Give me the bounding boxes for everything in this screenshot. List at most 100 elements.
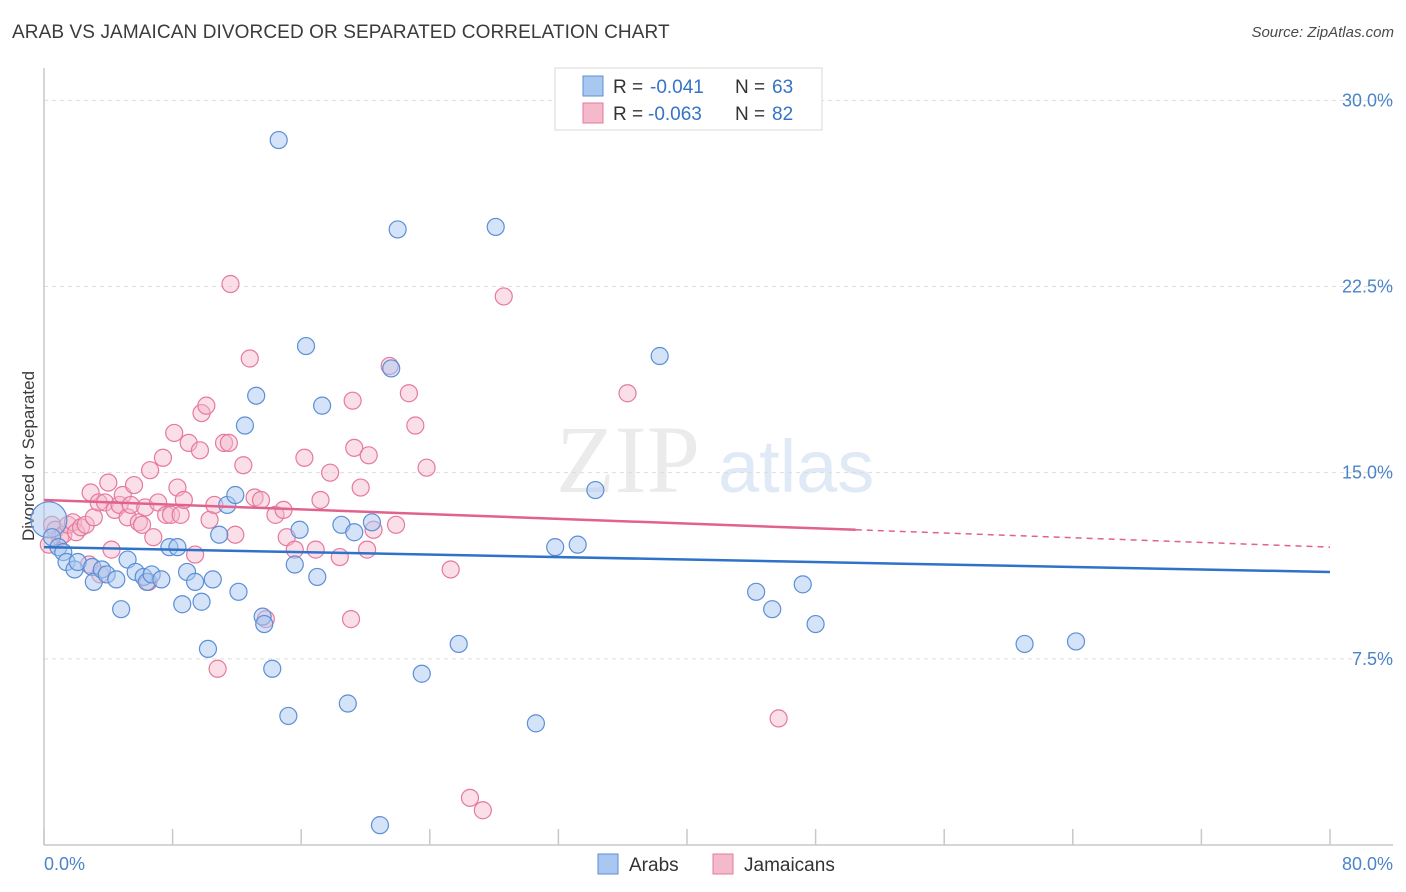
data-point-jamaicans [441,560,460,579]
data-point-jamaicans [67,523,86,542]
data-point-arabs [568,535,587,554]
data-point-arabs [526,714,545,733]
data-point-arabs [152,570,171,589]
legend-top: R = -0.041 N = 63 R = -0.063 N = 82 [554,67,823,131]
data-point-arabs [285,555,304,574]
data-point-jamaicans [71,518,91,537]
data-point-jamaicans [121,495,140,515]
data-point-jamaicans [386,515,406,534]
data-point-arabs [650,346,669,366]
data-point-jamaicans [343,391,362,410]
data-point-jamaicans [124,475,144,495]
legend-arabs-n-label: N = [735,77,765,98]
data-point-arabs [247,386,266,405]
data-point-arabs [186,572,205,591]
data-point-arabs [763,600,782,619]
data-point-arabs [345,523,364,542]
data-point-jamaicans [190,441,210,460]
data-point-jamaicans [460,788,480,807]
legend-jamaicans-n-value: 82 [772,104,793,125]
data-point-arabs [806,614,825,634]
data-point-jamaicans [321,463,340,482]
data-point-jamaicans [295,448,314,467]
data-point-jamaicans [494,287,513,306]
data-point-jamaicans [769,709,788,728]
data-point-jamaicans [221,274,240,294]
trendlines [43,498,1331,574]
data-point-jamaicans [341,610,361,629]
data-point-jamaicans [171,505,190,524]
data-point-arabs [255,614,274,634]
legend-bottom-arabs-swatch [597,853,619,875]
data-point-arabs [586,480,605,500]
data-point-jamaicans [618,384,637,403]
data-point-jamaicans [197,396,216,415]
data-point-arabs [226,485,245,505]
data-point-arabs [107,570,126,589]
legend-arabs-n-value: 63 [772,77,793,98]
legend-bottom-jamaicans-swatch [712,853,734,875]
y-tick-label: 7.5% [1352,649,1393,669]
legend-arabs-r-label: R = [613,77,643,98]
data-point-arabs [168,538,187,557]
legend-jamaicans-n-label: N = [735,104,765,125]
data-point-jamaicans [140,461,160,480]
legend-arabs-swatch [582,75,604,97]
data-point-arabs [296,336,316,356]
data-point-arabs [290,520,309,539]
data-point-arabs [229,582,248,601]
data-point-arabs [263,659,282,678]
data-point-arabs [269,130,288,150]
series-jamaicans-points [39,274,788,820]
data-point-arabs [173,595,192,614]
data-point-arabs [449,634,468,654]
source-label: Source: ZipAtlas.com [1251,24,1394,41]
legend-arabs-r-value: -0.041 [650,77,704,98]
legend-jamaicans-r-value: -0.063 [648,104,702,125]
trendline-jamaicans-extension [855,529,1331,548]
data-point-jamaicans [351,478,370,497]
y-axis-title: Divorced or Separated [19,371,38,541]
y-tick-label: 22.5% [1342,277,1393,297]
data-point-arabs [412,664,431,683]
legend-jamaicans-swatch [582,102,604,124]
legend-jamaicans-r-label: R = [613,104,643,125]
data-point-jamaicans [144,528,163,547]
data-point-jamaicans [161,505,181,524]
watermark-atlas: atlas [718,425,874,508]
data-point-jamaicans [234,456,253,475]
data-point-arabs [1015,634,1034,654]
legend-bottom-jamaicans-label: Jamaicans [744,855,835,876]
data-point-arabs [388,220,407,239]
data-point-arabs [382,359,401,378]
data-point-arabs [338,694,357,713]
data-point-jamaicans [99,473,118,492]
data-point-arabs [279,706,298,726]
data-point-arabs [192,592,211,611]
data-point-arabs [370,816,390,835]
data-point-jamaicans [240,349,259,368]
data-point-jamaicans [345,438,364,457]
chart-title: ARAB VS JAMAICAN DIVORCED OR SEPARATED C… [12,22,670,43]
data-point-arabs [312,396,332,415]
data-point-jamaicans [132,515,152,534]
series-arabs-points [30,130,1086,835]
data-point-jamaicans [153,448,173,467]
data-point-jamaicans [226,525,245,544]
gridlines [44,99,1393,660]
data-point-arabs [1066,632,1086,651]
data-point-jamaicans [399,384,419,403]
data-point-jamaicans [208,659,227,678]
x-tick-label-max: 80.0% [1342,854,1393,874]
data-point-jamaicans [219,433,238,452]
data-point-jamaicans [214,433,234,452]
data-point-jamaicans [165,423,184,443]
data-point-arabs [793,575,812,594]
data-point-jamaicans [311,490,330,510]
data-point-jamaicans [359,446,378,465]
axes [43,68,1393,846]
data-point-jamaicans [330,547,349,567]
data-point-jamaicans [251,490,271,510]
data-point-jamaicans [157,505,176,524]
data-point-arabs [112,600,131,619]
